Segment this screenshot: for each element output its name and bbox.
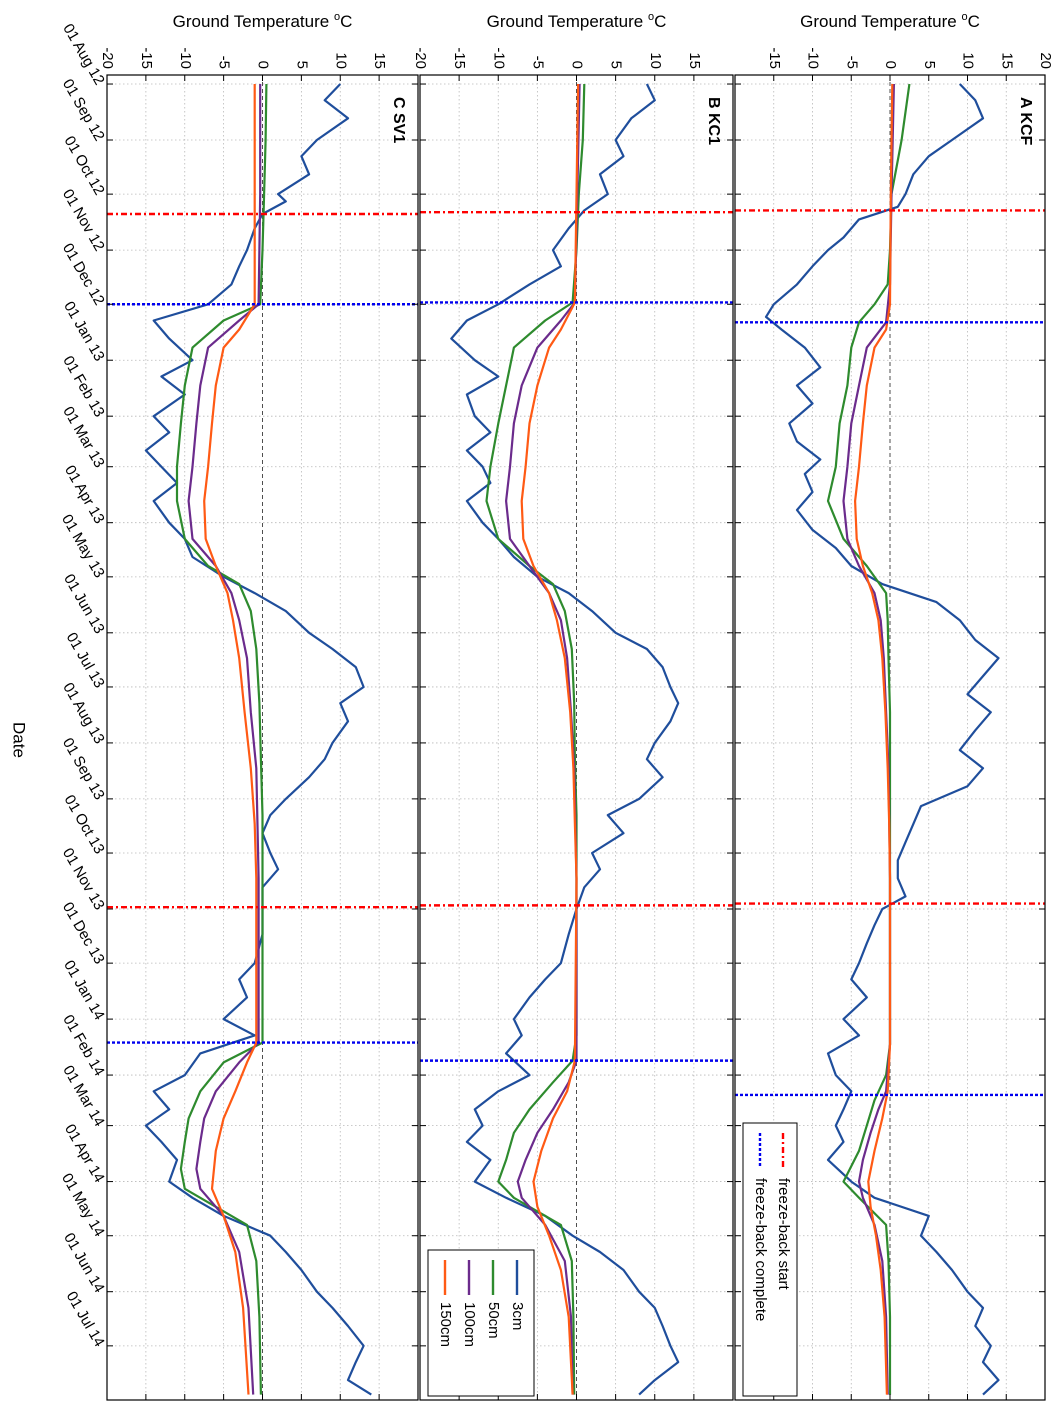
series-line-3cm <box>144 83 372 1396</box>
temp-tick-label: 5 <box>293 61 310 69</box>
temp-tick-label: 10 <box>960 52 977 69</box>
frame-layer <box>106 74 1046 1401</box>
temp-tick-label: 5 <box>608 61 625 69</box>
date-tick-label: 01 Aug 13 <box>59 680 108 747</box>
axis-title-degree: o <box>961 11 967 23</box>
series-line-100cm <box>187 84 262 1395</box>
temp-tick-label: 15 <box>998 52 1015 69</box>
legend-label: freeze-back complete <box>752 1178 769 1321</box>
series-line-50cm <box>485 83 586 1395</box>
series-line-50cm <box>175 83 268 1395</box>
temp-tick-label: -15 <box>766 47 783 69</box>
date-tick-label: 01 Jan 14 <box>60 958 108 1024</box>
date-tick-label: 01 Dec 13 <box>59 899 108 967</box>
date-tick-label: 01 Dec 12 <box>59 241 108 309</box>
temp-tick-label: -5 <box>216 56 233 69</box>
legend-box-freeze <box>742 1122 798 1397</box>
series-line-50cm <box>826 83 911 1395</box>
temp-tick-label: -5 <box>529 56 546 69</box>
series-line-150cm <box>203 84 258 1395</box>
axis-title-degree: o <box>648 11 654 23</box>
axis-title-main: Ground Temperature <box>487 12 648 31</box>
temp-tick-label: -10 <box>805 47 822 69</box>
legend-layer: freeze-back start freeze-back complete 3cm… <box>427 1122 798 1397</box>
axis-title-main: Ground Temperature <box>173 12 334 31</box>
temp-tick-label: 0 <box>882 61 899 69</box>
legend-label: freeze-back start <box>775 1178 792 1291</box>
temp-tick-label: -5 <box>843 56 860 69</box>
legend-label: 3cm <box>509 1302 526 1330</box>
panel-label: A KCF <box>1017 97 1034 146</box>
axis-title-temperature: Ground Temperature oC <box>487 11 667 31</box>
series-line-100cm <box>505 83 581 1395</box>
axis-title-temperature: Ground Temperature oC <box>173 11 353 31</box>
temp-tick-label: -15 <box>451 47 468 69</box>
legend-label: 150cm <box>437 1302 454 1347</box>
date-tick-label: 01 Oct 12 <box>61 133 108 198</box>
date-tick-label: 01 Sep 12 <box>59 76 108 144</box>
legend-label: 50cm <box>485 1302 502 1339</box>
temp-tick-label: -20 <box>412 47 429 69</box>
date-tick-label: 01 Oct 13 <box>61 792 108 857</box>
date-tick-label: 01 Jul 14 <box>63 1289 108 1350</box>
temp-tick-label: 20 <box>1037 52 1054 69</box>
temp-tick-label: 0 <box>255 61 272 69</box>
date-tick-label: 01 Jun 13 <box>60 571 108 637</box>
temp-tick-label: 10 <box>647 52 664 69</box>
panel-label: B KC1 <box>705 97 722 145</box>
temp-tick-label: -15 <box>138 47 155 69</box>
temp-tick-label: -20 <box>99 47 116 69</box>
series-line-3cm <box>450 83 680 1396</box>
axis-title-main: Ground Temperature <box>800 12 961 31</box>
temp-tick-label: 15 <box>686 52 703 69</box>
date-tick-label: 01 Jun 14 <box>60 1230 108 1296</box>
temp-tick-label: 10 <box>332 52 349 69</box>
series-line-3cm <box>764 83 1000 1396</box>
panel-label: C SV1 <box>390 97 407 143</box>
temp-tick-label: 15 <box>371 52 388 69</box>
temp-tick-label: -10 <box>177 47 194 69</box>
axis-title-date: Date <box>10 722 29 758</box>
temp-tick-label: -10 <box>490 47 507 69</box>
series-line-150cm <box>520 83 580 1395</box>
series-layer <box>107 83 1045 1396</box>
temp-tick-label: 0 <box>569 61 586 69</box>
legend-label: 100cm <box>461 1302 478 1347</box>
date-tick-label: 01 Jan 13 <box>60 299 108 365</box>
axis-title-unit: C <box>654 12 666 31</box>
temp-tick-label: 5 <box>921 61 938 69</box>
axis-title-unit: C <box>968 12 980 31</box>
axis-title-unit: C <box>340 12 352 31</box>
axis-title-temperature: Ground Temperature oC <box>800 11 980 31</box>
axis-title-degree: o <box>334 11 340 23</box>
date-tick-label: 01 Sep 13 <box>59 735 108 803</box>
series-line-150cm <box>853 83 894 1395</box>
